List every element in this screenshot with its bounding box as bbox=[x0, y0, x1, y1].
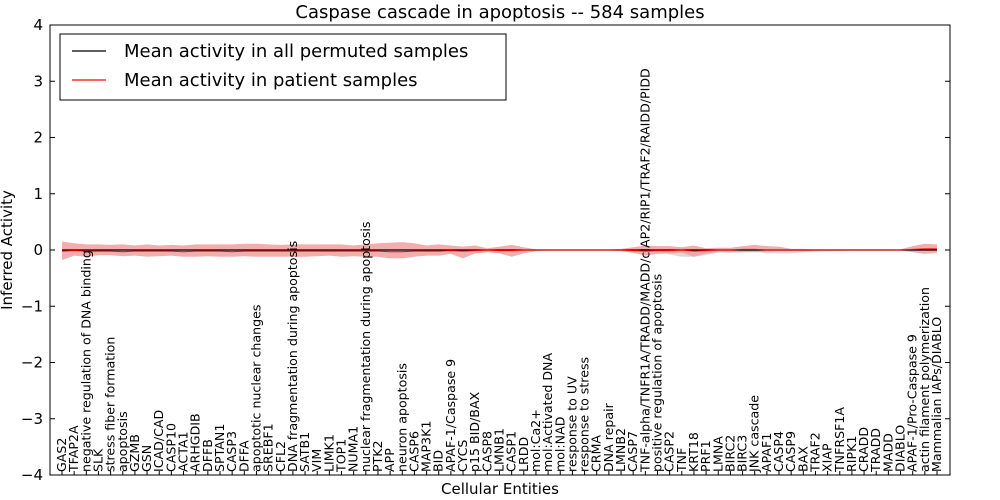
x-tick-label: CASP6 bbox=[406, 431, 421, 472]
x-tick-label: GAS2 bbox=[54, 438, 69, 472]
x-tick-label: PRF1 bbox=[698, 440, 713, 472]
x-tick-label: mol:NAD bbox=[552, 417, 567, 472]
chart-title: Caspase cascade in apoptosis -- 584 samp… bbox=[295, 2, 704, 23]
x-tick-label: LMNB2 bbox=[613, 428, 628, 472]
x-axis-title: Cellular Entities bbox=[441, 480, 559, 498]
x-tick-label: XIAP bbox=[820, 443, 835, 472]
x-tick-label: VIM bbox=[309, 449, 324, 472]
x-tick-label: PTK2 bbox=[370, 440, 385, 472]
x-tick-label: CASP8 bbox=[479, 431, 494, 472]
x-tick-label: ARHGDIB bbox=[188, 413, 203, 472]
x-tick-label: Mammalian IAPs/DIABLO bbox=[929, 317, 944, 472]
x-tick-label: APP bbox=[382, 448, 397, 472]
x-tick-label: TRAF2 bbox=[808, 432, 823, 473]
x-tick-label: CASP7 bbox=[625, 431, 640, 472]
series-layer bbox=[61, 248, 937, 253]
x-tick-label: MADD bbox=[880, 433, 895, 472]
x-tick-label: CFL2 bbox=[273, 441, 288, 472]
y-tick-label: −1 bbox=[21, 297, 43, 315]
x-tick-label: ICAD/CAD bbox=[151, 410, 166, 472]
x-tick-label: DFFA bbox=[236, 440, 251, 472]
x-tick-label: positive regulation of apoptosis bbox=[650, 274, 665, 472]
y-tick-label: 2 bbox=[33, 129, 43, 147]
y-tick-label: 1 bbox=[33, 185, 43, 203]
x-tick-label: TNFRSF1A bbox=[832, 407, 847, 473]
x-tick-label: p15 BID/BAX bbox=[467, 391, 482, 472]
legend-box bbox=[59, 33, 507, 101]
x-tick-label: neuron apoptosis bbox=[394, 363, 409, 472]
y-tick-label: −4 bbox=[21, 466, 43, 484]
x-tick-label: LRDD bbox=[516, 437, 531, 472]
legend-label-permuted: Mean activity in all permuted samples bbox=[124, 41, 468, 62]
legend: Mean activity in all permuted samples Me… bbox=[59, 33, 507, 101]
x-tick-label: response to stress bbox=[577, 357, 592, 472]
x-tick-label: TNF-alpha/TNFR1A/TRADD/MADD/cIAP2/RIP1/T… bbox=[637, 68, 652, 473]
x-tick-label: CASP10 bbox=[163, 423, 178, 472]
x-tick-label: SPTAN1 bbox=[212, 424, 227, 472]
x-tick-label: CRMA bbox=[589, 435, 604, 472]
x-tick-label: NUMA1 bbox=[346, 426, 361, 472]
x-tick-label: GZMB bbox=[127, 434, 142, 472]
x-tick-label: LMNB1 bbox=[492, 428, 507, 472]
x-tick-label: TOP1 bbox=[334, 439, 349, 473]
y-tick-label: 3 bbox=[33, 72, 43, 90]
legend-label-patient: Mean activity in patient samples bbox=[124, 70, 418, 91]
x-tick-label: mol:Ca2+ bbox=[528, 409, 543, 472]
x-tick-label: mol:Activated DNA bbox=[540, 353, 555, 472]
x-tick-label: response to UV bbox=[564, 376, 579, 472]
y-tick-label: −2 bbox=[21, 354, 43, 372]
x-tick-label: DFFB bbox=[200, 439, 215, 472]
x-tick-label: CASP4 bbox=[771, 431, 786, 472]
y-tick-label: 4 bbox=[33, 16, 43, 34]
x-tick-label: MAP3K1 bbox=[419, 421, 434, 472]
x-tick-label: DIABLO bbox=[893, 425, 908, 472]
x-tick-label: APAF-1/Caspase 9 bbox=[443, 359, 458, 472]
x-tick-label: SLK bbox=[91, 448, 106, 472]
x-tick-label: BAX bbox=[795, 446, 810, 472]
x-tick-label: JNK cascade bbox=[747, 395, 762, 473]
x-tick-label: CASP2 bbox=[662, 431, 677, 472]
x-tick-label: CASP3 bbox=[224, 431, 239, 472]
x-tick-label: CASP9 bbox=[783, 431, 798, 472]
x-tick-label: BID bbox=[431, 450, 446, 472]
x-tick-label: BIRC3 bbox=[735, 435, 750, 472]
x-tick-label: nuclear fragmentation during apoptosis bbox=[358, 222, 373, 472]
x-tick-label: DNA repair bbox=[601, 402, 616, 472]
x-tick-label: APAF1 bbox=[759, 433, 774, 472]
x-tick-label: LMNA bbox=[710, 436, 725, 472]
y-tick-label: −3 bbox=[21, 410, 43, 428]
x-tick-label: BIRC2 bbox=[722, 435, 737, 472]
x-tick-label: SATB1 bbox=[297, 432, 312, 472]
x-tick-label: apoptotic nuclear changes bbox=[248, 305, 263, 472]
x-tick-label: negative regulation of DNA binding bbox=[78, 250, 93, 472]
x-tick-label: apoptosis bbox=[115, 411, 130, 472]
x-tick-label: APAF-1/Pro-Caspase 9 bbox=[905, 334, 920, 472]
x-tick-label: GSN bbox=[139, 445, 154, 472]
x-tick-label: actin filament polymerization bbox=[917, 287, 932, 472]
x-tick-label: CRADD bbox=[856, 427, 871, 472]
x-tick-label: KRT18 bbox=[686, 432, 701, 472]
y-tick-label: 0 bbox=[33, 241, 43, 259]
x-tick-label: TRADD bbox=[868, 428, 883, 473]
x-tick-label: ACTA1 bbox=[176, 431, 191, 472]
x-tick-label: TNF bbox=[674, 448, 689, 473]
y-axis: −4 −3 −2 −1 0 1 2 3 4 bbox=[21, 16, 950, 484]
series-line-patient bbox=[61, 248, 937, 253]
y-axis-title: Inferred Activity bbox=[0, 190, 16, 310]
x-tick-label: LIMK1 bbox=[321, 434, 336, 472]
x-tick-label: CASP1 bbox=[504, 431, 519, 472]
x-tick-label: SREBF1 bbox=[261, 423, 276, 472]
x-tick-label: RIPK1 bbox=[844, 436, 859, 472]
x-tick-label: CYCS bbox=[455, 440, 470, 472]
x-tick-label: stress fiber formation bbox=[103, 337, 118, 472]
x-tick-label: TFAP2A bbox=[66, 425, 81, 473]
x-tick-label: DNA fragmentation during apoptosis bbox=[285, 241, 300, 472]
